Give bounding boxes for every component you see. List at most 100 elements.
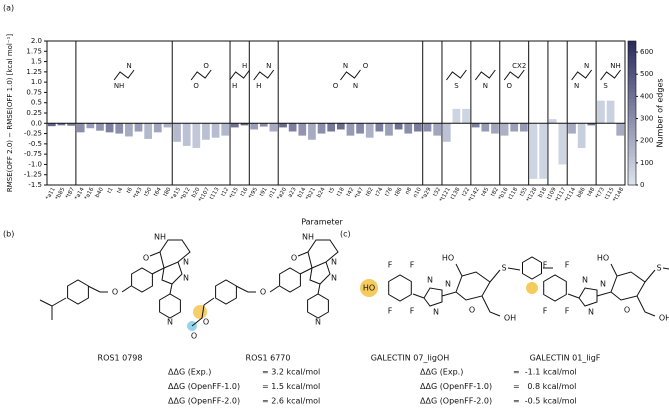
- atom-label: F: [410, 261, 415, 270]
- x-tick-label: n11: [268, 187, 278, 199]
- bond: [441, 271, 491, 301]
- bond: [596, 271, 646, 301]
- bar: [211, 123, 220, 138]
- bar: [298, 123, 307, 136]
- ring: [307, 293, 329, 319]
- y-tick-label: -1.25: [24, 171, 42, 179]
- bar: [230, 123, 239, 128]
- colorbar-step: [628, 44, 636, 49]
- molecule-name: GALECTIN 07_ligOH: [371, 354, 450, 363]
- bond: [481, 295, 501, 317]
- ring: [543, 274, 567, 302]
- bond: [644, 269, 656, 283]
- x-tick-label: *t114: [564, 186, 577, 203]
- x-tick-label: t48: [587, 186, 597, 197]
- y-tick-label: -0.25: [24, 130, 42, 138]
- x-tick-label: *a16: [84, 186, 96, 201]
- x-tick-label: *a20: [276, 186, 288, 201]
- x-axis-label: Parameter: [301, 218, 343, 227]
- x-tick-label: *b21: [305, 187, 317, 201]
- bond: [567, 293, 580, 299]
- bar: [471, 123, 480, 128]
- bar: [134, 123, 143, 132]
- bar: [394, 123, 403, 130]
- x-tick-label: t109: [546, 186, 558, 200]
- y-tick-label: 0.75: [26, 88, 42, 96]
- bar: [192, 123, 201, 148]
- icon-atom: O: [506, 82, 512, 90]
- atom-label: HO: [442, 254, 454, 263]
- bar: [433, 123, 442, 136]
- atom-label: N: [167, 318, 173, 327]
- bar: [510, 123, 519, 132]
- icon-bond: [503, 69, 525, 81]
- bar: [414, 123, 422, 132]
- molecule-name: ROS1 0798: [98, 354, 143, 363]
- colorbar-tick-label: 300: [640, 115, 653, 123]
- bar: [182, 123, 191, 146]
- x-tick-label: b24: [316, 186, 327, 199]
- x-tick-label: t45: [481, 186, 491, 197]
- atom-label: F: [388, 307, 393, 316]
- colorbar-step: [628, 152, 636, 157]
- atom-label: NH: [154, 233, 166, 242]
- bond: [307, 239, 339, 269]
- icon-atom: S: [603, 82, 608, 90]
- panel-label: (b): [3, 230, 14, 239]
- icon-bond: [600, 69, 621, 81]
- bond: [87, 285, 108, 293]
- ddg-method: ΔΔG (OpenFF-2.0): [420, 397, 492, 406]
- icon-atom: N: [483, 82, 488, 90]
- icon-atom: N: [353, 82, 358, 90]
- panel-label: (a): [3, 4, 14, 13]
- highlight-bond: [39, 299, 53, 307]
- atom-label: N: [445, 280, 451, 289]
- icon-atom: H: [242, 62, 247, 70]
- colorbar-step: [628, 109, 636, 114]
- ddg-value: = 3.2 kcal/mol: [262, 368, 320, 377]
- x-tick-label: t16: [240, 186, 250, 197]
- icon-bond: [113, 69, 135, 81]
- colorbar-frame: [627, 40, 637, 186]
- bond: [578, 287, 598, 307]
- bar: [153, 123, 162, 133]
- bar: [500, 123, 509, 136]
- bar: [221, 123, 230, 136]
- y-tick-label: 0.25: [26, 109, 42, 117]
- colorbar-step: [628, 87, 636, 92]
- x-tick-label: *a29: [421, 186, 433, 201]
- x-tick-label: t32: [432, 187, 442, 198]
- bond: [423, 287, 443, 307]
- x-tick-label: t6: [126, 186, 134, 194]
- colorbar-step: [628, 98, 636, 103]
- y-tick-label: 1.0: [31, 78, 42, 86]
- bond: [455, 263, 463, 277]
- bar: [67, 123, 75, 126]
- colorbar-tick-label: 100: [640, 159, 653, 167]
- icon-bond: [571, 69, 593, 81]
- x-tick-label: n8: [405, 186, 414, 195]
- bar: [491, 123, 499, 134]
- ddg-method: ΔΔG (Exp.): [420, 368, 463, 377]
- atom-label: HO: [597, 254, 609, 263]
- x-tick-label: *b85: [55, 186, 67, 201]
- y-tick-label: -1.5: [28, 181, 42, 189]
- colorbar-step: [628, 41, 636, 46]
- bond: [299, 267, 313, 275]
- colorbar-step: [628, 167, 636, 172]
- atom-label: F: [543, 307, 548, 316]
- bar: [577, 123, 586, 148]
- ring: [67, 279, 89, 305]
- colorbar-step: [628, 48, 636, 53]
- bond: [149, 251, 161, 257]
- x-tick-label: b20: [191, 186, 202, 199]
- atom-label: O: [143, 254, 149, 263]
- x-tick-label: t138: [450, 186, 462, 200]
- bar: [173, 123, 181, 142]
- bar: [76, 123, 85, 133]
- bar: [308, 123, 316, 140]
- colorbar-step: [628, 170, 636, 175]
- icon-atom: H: [256, 82, 261, 90]
- x-tick-label: t62: [365, 187, 375, 198]
- bond: [151, 267, 165, 275]
